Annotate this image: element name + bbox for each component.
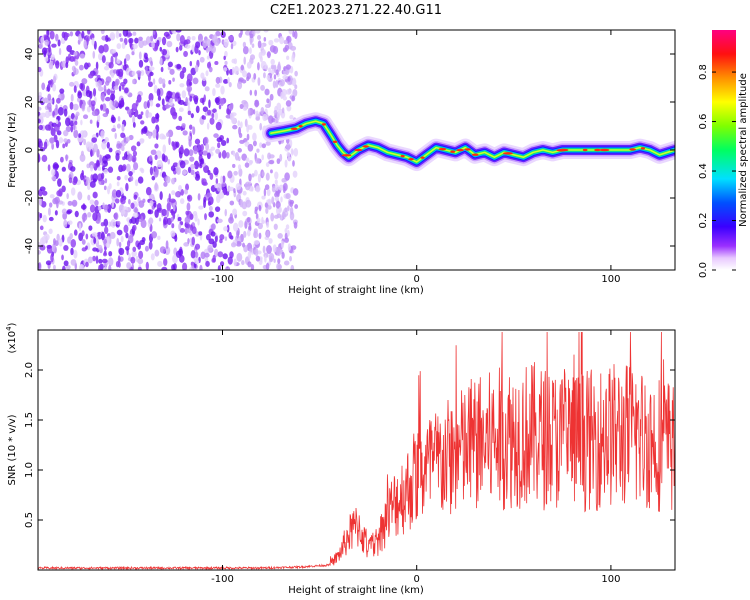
snr-plot: -100 0 100 0.5 1.0 1.5 2.0 Height of straight … [5, 322, 676, 596]
y-tick-label: -20 [24, 190, 35, 206]
y-tick-label: 0.5 [24, 512, 35, 528]
snr-y-label: SNR (10 * v/v) [7, 414, 18, 485]
x-tick-label: -100 [211, 274, 234, 285]
x-tick-label: 0 [414, 574, 420, 585]
heatmap-noise-layer [38, 30, 299, 270]
heatmap-plot: -100 0 100 -40 -20 0 20 40 Height of straight l… [7, 29, 676, 296]
heatmap-x-label: Height of straight line (km) [288, 285, 424, 296]
snr-ticks: -100 0 100 0.5 1.0 1.5 2.0 [24, 330, 675, 585]
colorbar-ticks: 0.0 0.2 0.4 0.6 0.8 [698, 64, 736, 278]
colorbar-label: Normalized spectral amplitude [738, 73, 749, 227]
colorbar-tick-label: 0.6 [698, 114, 709, 130]
y-tick-label: 20 [24, 96, 35, 109]
snr-scale-label: (x10 [7, 331, 18, 354]
snr-frame [37, 329, 676, 571]
y-tick-label: 40 [24, 48, 35, 61]
svg-text:(x104): (x104) [5, 322, 18, 353]
y-tick-label: 2.0 [24, 362, 35, 378]
chart-title: C2E1.2023.271.22.40.G11 [270, 3, 442, 18]
colorbar-tick-label: 0.8 [698, 64, 709, 80]
colorbar-tick-label: 0.2 [698, 213, 709, 229]
heatmap-curve-layer [262, 112, 675, 171]
y-tick-label: -40 [24, 238, 35, 254]
y-tick-label: 1.0 [24, 462, 35, 478]
y-tick-label: 0 [24, 147, 35, 153]
colorbar-tick-label: 0.0 [698, 262, 709, 278]
colorbar-strip [712, 30, 736, 270]
snr-scale-exponent: 4 [5, 326, 13, 331]
colorbar-tick-label: 0.4 [698, 163, 709, 179]
heatmap-y-label: Frequency (Hz) [7, 112, 18, 188]
snr-series-line [38, 331, 675, 570]
x-tick-label: -100 [211, 574, 234, 585]
x-tick-label: 100 [601, 574, 620, 585]
x-tick-label: 0 [414, 274, 420, 285]
heatmap-ticks: -100 0 100 -40 -20 0 20 40 [24, 30, 675, 285]
x-tick-label: 100 [601, 274, 620, 285]
snr-scale-suffix: ) [7, 322, 18, 326]
y-tick-label: 1.5 [24, 412, 35, 428]
colorbar: 0.0 0.2 0.4 0.6 0.8 Normalized spectral ampl… [698, 30, 749, 278]
snr-x-label: Height of straight line (km) [288, 585, 424, 596]
snr-scale-factor: (x104) [5, 322, 18, 353]
